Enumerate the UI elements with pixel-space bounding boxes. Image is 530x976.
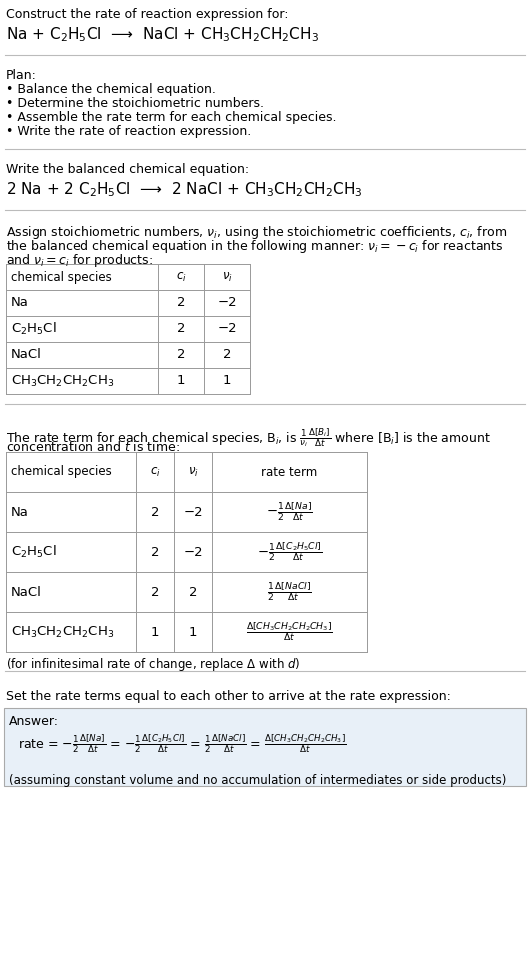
Text: 2: 2 xyxy=(223,348,231,361)
Text: 2: 2 xyxy=(151,506,159,518)
Text: $\nu_i$: $\nu_i$ xyxy=(188,466,198,478)
Text: Answer:: Answer: xyxy=(9,715,59,728)
Text: Write the balanced chemical equation:: Write the balanced chemical equation: xyxy=(6,163,249,176)
Text: • Assemble the rate term for each chemical species.: • Assemble the rate term for each chemic… xyxy=(6,111,337,124)
Text: $\frac{\Delta[CH_3CH_2CH_2CH_3]}{\Delta t}$: $\frac{\Delta[CH_3CH_2CH_2CH_3]}{\Delta … xyxy=(246,621,333,643)
Text: Set the rate terms equal to each other to arrive at the rate expression:: Set the rate terms equal to each other t… xyxy=(6,690,451,703)
Bar xyxy=(4,708,526,786)
Text: chemical species: chemical species xyxy=(11,466,112,478)
Text: C$_2$H$_5$Cl: C$_2$H$_5$Cl xyxy=(11,321,57,337)
Text: 2: 2 xyxy=(151,546,159,558)
Text: 1: 1 xyxy=(223,375,231,387)
Text: Plan:: Plan: xyxy=(6,69,37,82)
Text: $\frac{1}{2}\frac{\Delta[NaCl]}{\Delta t}$: $\frac{1}{2}\frac{\Delta[NaCl]}{\Delta t… xyxy=(267,581,312,603)
Text: Assign stoichiometric numbers, $\nu_i$, using the stoichiometric coefficients, $: Assign stoichiometric numbers, $\nu_i$, … xyxy=(6,224,507,241)
Text: 2: 2 xyxy=(176,348,186,361)
Text: 1: 1 xyxy=(151,626,159,638)
Text: 2: 2 xyxy=(176,297,186,309)
Text: (for infinitesimal rate of change, replace Δ with $d$): (for infinitesimal rate of change, repla… xyxy=(6,656,301,673)
Text: Na + C$_2$H$_5$Cl  ⟶  NaCl + CH$_3$CH$_2$CH$_2$CH$_3$: Na + C$_2$H$_5$Cl ⟶ NaCl + CH$_3$CH$_2$C… xyxy=(6,25,319,44)
Text: CH$_3$CH$_2$CH$_2$CH$_3$: CH$_3$CH$_2$CH$_2$CH$_3$ xyxy=(11,374,114,388)
Text: • Determine the stoichiometric numbers.: • Determine the stoichiometric numbers. xyxy=(6,97,264,110)
Text: Na: Na xyxy=(11,506,29,518)
Text: $c_i$: $c_i$ xyxy=(175,270,187,284)
Text: −2: −2 xyxy=(217,322,237,336)
Text: the balanced chemical equation in the following manner: $\nu_i = -c_i$ for react: the balanced chemical equation in the fo… xyxy=(6,238,503,255)
Text: Na: Na xyxy=(11,297,29,309)
Text: 2: 2 xyxy=(176,322,186,336)
Text: CH$_3$CH$_2$CH$_2$CH$_3$: CH$_3$CH$_2$CH$_2$CH$_3$ xyxy=(11,625,114,639)
Text: 2: 2 xyxy=(189,586,197,598)
Text: chemical species: chemical species xyxy=(11,270,112,283)
Text: NaCl: NaCl xyxy=(11,586,42,598)
Text: 2 Na + 2 C$_2$H$_5$Cl  ⟶  2 NaCl + CH$_3$CH$_2$CH$_2$CH$_3$: 2 Na + 2 C$_2$H$_5$Cl ⟶ 2 NaCl + CH$_3$C… xyxy=(6,180,363,199)
Text: −2: −2 xyxy=(183,546,203,558)
Text: $-\frac{1}{2}\frac{\Delta[Na]}{\Delta t}$: $-\frac{1}{2}\frac{\Delta[Na]}{\Delta t}… xyxy=(266,501,313,523)
Text: • Balance the chemical equation.: • Balance the chemical equation. xyxy=(6,83,216,96)
Text: NaCl: NaCl xyxy=(11,348,42,361)
Text: $-\frac{1}{2}\frac{\Delta[C_2H_5Cl]}{\Delta t}$: $-\frac{1}{2}\frac{\Delta[C_2H_5Cl]}{\De… xyxy=(257,541,322,563)
Text: 1: 1 xyxy=(189,626,197,638)
Text: rate term: rate term xyxy=(261,466,317,478)
Text: −2: −2 xyxy=(217,297,237,309)
Text: $c_i$: $c_i$ xyxy=(149,466,161,478)
Text: rate = $-\frac{1}{2}\frac{\Delta[Na]}{\Delta t}$ = $-\frac{1}{2}\frac{\Delta[C_2: rate = $-\frac{1}{2}\frac{\Delta[Na]}{\D… xyxy=(18,732,347,754)
Text: −2: −2 xyxy=(183,506,203,518)
Text: (assuming constant volume and no accumulation of intermediates or side products): (assuming constant volume and no accumul… xyxy=(9,774,506,787)
Text: C$_2$H$_5$Cl: C$_2$H$_5$Cl xyxy=(11,544,57,560)
Text: and $\nu_i = c_i$ for products:: and $\nu_i = c_i$ for products: xyxy=(6,252,153,269)
Text: $\nu_i$: $\nu_i$ xyxy=(222,270,233,284)
Text: The rate term for each chemical species, B$_i$, is $\frac{1}{\nu_i}\frac{\Delta[: The rate term for each chemical species,… xyxy=(6,426,491,449)
Text: 2: 2 xyxy=(151,586,159,598)
Text: Construct the rate of reaction expression for:: Construct the rate of reaction expressio… xyxy=(6,8,288,21)
Text: concentration and $t$ is time:: concentration and $t$ is time: xyxy=(6,440,180,454)
Text: • Write the rate of reaction expression.: • Write the rate of reaction expression. xyxy=(6,125,251,138)
Text: 1: 1 xyxy=(176,375,186,387)
